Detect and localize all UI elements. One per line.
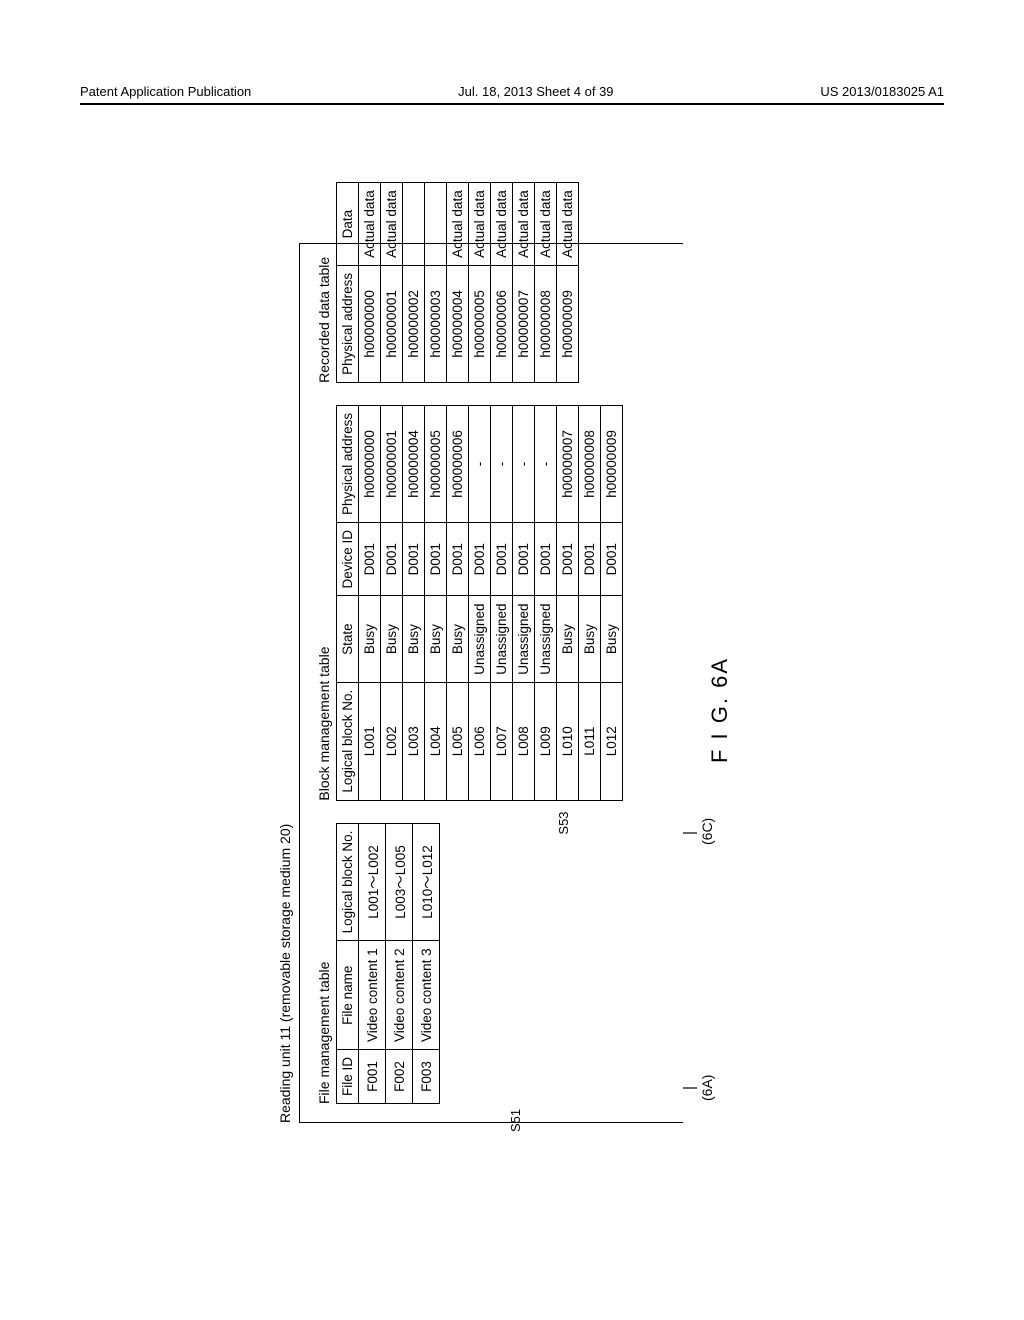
col-header: Physical address xyxy=(337,265,359,382)
rec-data-table: Physical address Data h00000000Actual da… xyxy=(336,182,579,383)
table-row: L007UnassignedD001- xyxy=(491,405,513,800)
table-row: h00000009Actual data xyxy=(557,183,579,383)
table-row: L008UnassignedD001- xyxy=(513,405,535,800)
col-header: File name xyxy=(337,941,359,1050)
table-row: h00000005Actual data xyxy=(469,183,491,383)
table-row: L003BusyD001h00000004 xyxy=(403,405,425,800)
callout-6c: (6C) xyxy=(699,818,715,845)
figure-caption: F I G. 6A xyxy=(707,657,733,763)
table-row: L011BusyD001h00000008 xyxy=(579,405,601,800)
rec-data-title: Recorded data table xyxy=(316,182,332,383)
table-row: L005BusyD001h00000006 xyxy=(447,405,469,800)
s53-label: S53 xyxy=(556,811,571,834)
col-header: Logical block No. xyxy=(337,682,359,800)
recorded-data-table-group: Recorded data table Physical address Dat… xyxy=(316,182,579,383)
col-header: Physical address xyxy=(337,405,359,522)
header-left: Patent Application Publication xyxy=(80,84,251,99)
file-mgmt-title: File management table xyxy=(316,823,332,1104)
col-header: Device ID xyxy=(337,522,359,596)
unit-label: Reading unit 11 (removable storage mediu… xyxy=(277,243,293,1123)
s51-label: S51 xyxy=(508,1109,523,1132)
callout-6a: (6A) xyxy=(699,1075,715,1101)
outer-box: File management table File ID File name … xyxy=(299,243,683,1123)
table-row: F001 Video content 1 L001～L002 xyxy=(359,823,386,1103)
table-row: h00000001Actual data xyxy=(381,183,403,383)
file-management-table-group: File management table File ID File name … xyxy=(316,823,440,1104)
col-header: Logical block No. xyxy=(337,823,359,941)
table-row: h00000006Actual data xyxy=(491,183,513,383)
table-row: L001BusyD001h00000000 xyxy=(359,405,381,800)
table-row: L010BusyD001h00000007 xyxy=(557,405,579,800)
col-header: File ID xyxy=(337,1049,359,1103)
header-right: US 2013/0183025 A1 xyxy=(820,84,944,99)
page-header: Patent Application Publication Jul. 18, … xyxy=(80,84,944,105)
table-row: h00000000Actual data xyxy=(359,183,381,383)
table-row: F002 Video content 2 L003～L005 xyxy=(386,823,413,1103)
col-header: State xyxy=(337,596,359,682)
table-row: h00000007Actual data xyxy=(513,183,535,383)
table-row: L012BusyD001h00000009 xyxy=(601,405,623,800)
table-row: L002BusyD001h00000001 xyxy=(381,405,403,800)
col-header: Data xyxy=(337,183,359,266)
file-mgmt-table: File ID File name Logical block No. F001… xyxy=(336,823,440,1104)
table-row: L009UnassignedD001- xyxy=(535,405,557,800)
block-mgmt-title: Block management table xyxy=(316,405,332,801)
block-mgmt-table: Logical block No. State Device ID Physic… xyxy=(336,405,623,801)
table-row: F003 Video content 3 L010～L012 xyxy=(413,823,440,1103)
table-row: L006UnassignedD001- xyxy=(469,405,491,800)
figure-area: Reading unit 11 (removable storage mediu… xyxy=(277,243,723,1123)
table-row: h00000003 xyxy=(425,183,447,383)
header-center: Jul. 18, 2013 Sheet 4 of 39 xyxy=(458,84,613,99)
block-management-table-group: Block management table Logical block No.… xyxy=(316,405,623,801)
table-row: L004BusyD001h00000005 xyxy=(425,405,447,800)
table-row: h00000002 xyxy=(403,183,425,383)
table-row: h00000008Actual data xyxy=(535,183,557,383)
table-row: h00000004Actual data xyxy=(447,183,469,383)
